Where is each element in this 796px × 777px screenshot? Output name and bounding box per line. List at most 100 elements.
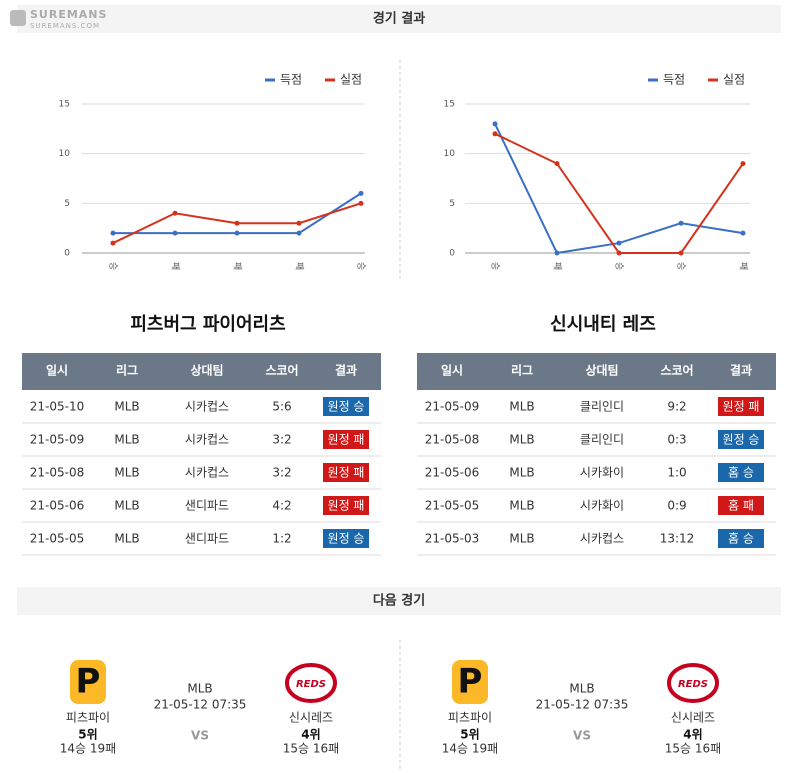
team-logo [70, 660, 106, 704]
line [494, 132, 744, 254]
point [234, 230, 240, 236]
result-badge [718, 463, 764, 482]
point [296, 220, 302, 226]
column-header: 결과 [730, 363, 752, 378]
result-badge [718, 529, 764, 548]
team-name: 피츠파이 [66, 711, 110, 725]
team-title: 피츠버그 파이어리츠 [130, 314, 285, 335]
x-tick-label: 패 [232, 262, 243, 270]
cell: 21-05-05 [30, 532, 84, 546]
header-bar [17, 587, 781, 615]
vs: VS [573, 729, 591, 743]
x-tick-label: 승 [356, 262, 367, 270]
y-tick-label: 15 [444, 100, 455, 110]
cell: MLB [114, 466, 139, 480]
line [113, 192, 362, 235]
cell: 0:3 [667, 433, 686, 447]
point [172, 210, 178, 216]
point [554, 250, 560, 256]
result: 원정 승 [723, 433, 760, 447]
team-rank: 4위 [683, 728, 702, 742]
result-badge [718, 397, 764, 416]
cell: 1:0 [667, 466, 686, 480]
x-tick-label: 패 [738, 262, 749, 270]
cell: 0:9 [667, 499, 686, 513]
cell: 시카컵스 [185, 400, 229, 414]
team-rank: 5위 [78, 728, 97, 742]
cell: MLB [114, 433, 139, 447]
legend-label: 실점 [723, 73, 745, 87]
cell: 21-05-09 [30, 433, 84, 447]
y-tick-label: 10 [59, 149, 71, 159]
watermark-brand: SUREMANS [30, 8, 107, 21]
team-record: 14승 19패 [60, 742, 116, 756]
legend-label: 실점 [340, 73, 362, 87]
cell: 1:2 [272, 532, 291, 546]
cell: 샌디파드 [185, 499, 229, 513]
result-badge [323, 496, 369, 515]
y-tick-label: 5 [449, 199, 455, 209]
logo-text: P [458, 662, 483, 702]
cell: 5:6 [272, 400, 291, 414]
legend-label: 득점 [280, 73, 302, 87]
point [296, 230, 302, 236]
cell: 21-05-08 [425, 433, 479, 447]
cell: 3:2 [272, 466, 291, 480]
result: 원정 패 [328, 499, 365, 513]
team-logo [452, 660, 488, 704]
cell: 21-05-03 [425, 532, 479, 546]
cell: 클리인디 [580, 433, 624, 447]
point [358, 200, 364, 206]
team-rank: 5위 [460, 728, 479, 742]
column-header: 상대팀 [190, 363, 223, 378]
cell: 샌디파드 [185, 532, 229, 546]
x-tick-label: 승 [108, 262, 119, 270]
result: 홈 승 [728, 532, 754, 546]
cell: 21-05-08 [30, 466, 84, 480]
table-header [417, 353, 776, 390]
cell: MLB [509, 400, 534, 414]
cell: 3:2 [272, 433, 291, 447]
point [554, 161, 560, 167]
section-title: 경기 결과 [373, 11, 425, 27]
cell: MLB [114, 532, 139, 546]
logo-icon [10, 10, 26, 26]
column-header: 스코어 [660, 363, 693, 378]
point [110, 240, 116, 246]
cell: 21-05-06 [425, 466, 479, 480]
column-header: 결과 [335, 363, 357, 378]
cell: 21-05-09 [425, 400, 479, 414]
point [678, 220, 684, 226]
cell: MLB [509, 433, 534, 447]
point [172, 230, 178, 236]
x-tick-label: 패 [294, 262, 305, 270]
result: 홈 패 [728, 499, 754, 513]
cell: MLB [509, 532, 534, 546]
datetime: 21-05-12 07:35 [536, 698, 629, 712]
team-name: 신시레즈 [671, 711, 715, 725]
cell: 21-05-10 [30, 400, 84, 414]
x-tick-label: 승 [676, 262, 687, 270]
section-title: 다음 경기 [373, 593, 425, 609]
point [492, 121, 498, 127]
cell: 시카화이 [580, 466, 624, 480]
cell: 21-05-05 [425, 499, 479, 513]
logo-text: P [76, 662, 101, 702]
cell: 시카화이 [580, 499, 624, 513]
cell: 9:2 [667, 400, 686, 414]
point [234, 220, 240, 226]
cell: MLB [509, 499, 534, 513]
x-tick-label: 패 [170, 262, 181, 270]
team-rank: 4위 [301, 728, 320, 742]
cell: 21-05-06 [30, 499, 84, 513]
point [358, 190, 364, 196]
cell: 4:2 [272, 499, 291, 513]
league: MLB [187, 682, 212, 696]
cell: MLB [114, 499, 139, 513]
table-header [22, 353, 381, 390]
point [740, 161, 746, 167]
line [494, 123, 744, 255]
vs: VS [191, 729, 209, 743]
